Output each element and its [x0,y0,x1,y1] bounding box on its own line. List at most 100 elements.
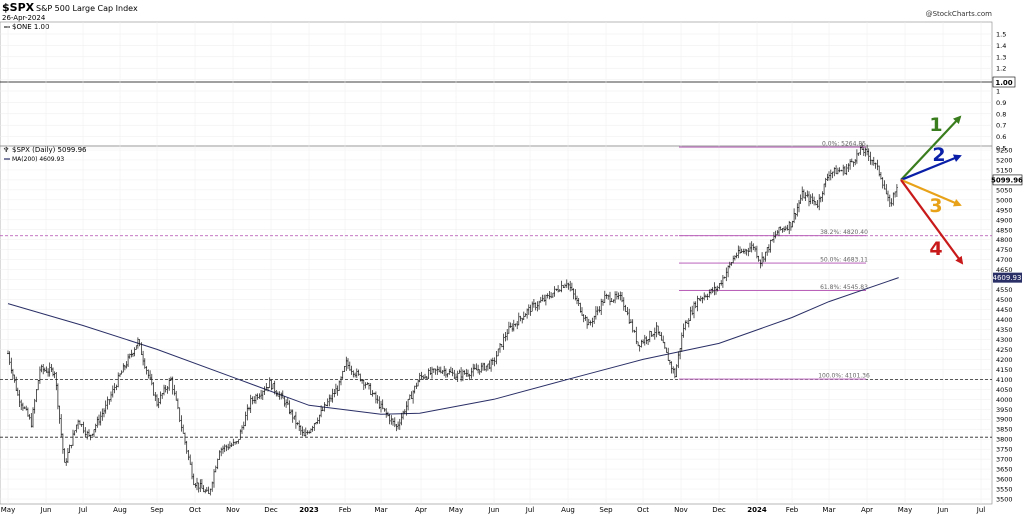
x-axis: May Jun Jul Aug Sep Oct Nov Dec 2023 Feb Mar Apr May… [1,506,986,514]
upper-tick-label: 0.5 [996,145,1006,153]
scenario-arrows: 1 2 3 4 [900,114,964,265]
chart-name: S&P 500 Large Cap Index [36,4,138,13]
y-tick-label: 5050 [996,186,1013,194]
y-tick-label: 4500 [996,296,1013,304]
y-tick-label: 4850 [996,226,1013,234]
y-tick-label: 4650 [996,266,1013,274]
y-tick-label: 4100 [996,376,1013,384]
x-tick-label: Oct [637,506,649,514]
x-tick-label: Sep [150,506,164,514]
y-tick-label: 4050 [996,386,1013,394]
y-tick-label: 4200 [996,356,1013,364]
y-tick-label: 4950 [996,206,1013,214]
x-tick-label: Mar [374,506,387,514]
y-tick-label: 5200 [996,156,1013,164]
y-tick-label: 4150 [996,366,1013,374]
y-tick-label: 3700 [996,456,1013,464]
upper-tick-label: 1.5 [996,31,1006,39]
x-tick-label: Jun [488,506,500,514]
x-tick-label: Apr [415,506,427,514]
fib-label: 0.0%: 5264.85 [822,141,866,148]
scenario-arrow [900,115,962,181]
x-tick-label: May [898,506,912,514]
y-tick-label: 3800 [996,436,1013,444]
ma200-line [7,277,899,415]
x-tick-label: Nov [226,506,240,514]
upper-tick-label: 1.2 [996,65,1006,73]
upper-tick-label: 0.9 [996,99,1006,107]
ma-badge-box [993,272,1022,283]
y-tick-label: 3900 [996,416,1013,424]
upper-tick-label: 0.6 [996,133,1006,141]
price-legend: $SPX (Daily) 5099.96 [12,146,87,154]
x-tick-label: 2024 [747,506,767,514]
fib-label: 50.0%: 4683.11 [820,257,868,264]
y-tick-label: 4750 [996,246,1013,254]
chart-date: 26-Apr-2024 [2,14,46,22]
fib-label: 100.0%: 4101.36 [818,373,870,380]
one-value-badge-box [992,76,1016,88]
scenario-arrow [900,179,964,265]
upper-panel-frame [0,21,993,147]
x-tick-label: Aug [561,506,575,514]
x-tick-label: Sep [599,506,613,514]
support-lines [0,235,992,438]
y-tick-label: 4450 [996,306,1013,314]
price-bars [7,143,898,496]
x-tick-label: Dec [712,506,726,514]
scenario-arrow [900,154,962,181]
y-tick-label: 3850 [996,426,1013,434]
y-tick-label: 4350 [996,326,1013,334]
y-tick-label: 4700 [996,256,1013,264]
x-tick-label: Jul [976,506,986,514]
x-tick-label: Nov [674,506,688,514]
x-tick-label: Jun [40,506,52,514]
x-tick-label: Mar [822,506,835,514]
y-tick-label: 4550 [996,286,1013,294]
one-value-badge: 1.00 [995,79,1012,87]
x-tick-label: Oct [189,506,201,514]
stockcharts-credit: @StockCharts.com [926,10,993,18]
price-badge: 5099.96 [991,176,1023,184]
y-tick-label: 4800 [996,236,1013,244]
scenario-label: 3 [929,195,942,217]
price-legend-icon: ♆ [3,146,9,154]
x-tick-label: Jun [937,506,949,514]
y-tick-label: 4000 [996,396,1013,404]
scenario-label: 1 [929,114,942,136]
ma-legend: MA(200) 4609.93 [12,156,64,163]
main-panel-frame [0,145,993,505]
y-tick-label: 3500 [996,496,1013,504]
main-grid [0,22,992,504]
scenario-label: 4 [929,238,942,260]
x-tick-label: Jul [78,506,88,514]
y-tick-label: 3950 [996,406,1013,414]
fibonacci-levels: 0.0%: 5264.85 38.2%: 4820.40 50.0%: 4683.1… [679,141,870,380]
y-tick-label: 5150 [996,166,1013,174]
upper-grid [0,33,992,149]
ma-badge: 4609.93 [993,274,1022,282]
y-tick-label: 5000 [996,196,1013,204]
chart-symbol: $SPX [2,1,35,14]
upper-tick-label: 0.8 [996,110,1006,118]
y-tick-label: 4400 [996,316,1013,324]
y-tick-label: 4250 [996,346,1013,354]
x-tick-label: Dec [264,506,278,514]
upper-tick-label: 0.7 [996,122,1006,130]
y-tick-label: 3650 [996,466,1013,474]
x-tick-label: 2023 [299,506,319,514]
fib-label: 38.2%: 4820.40 [820,229,868,236]
x-tick-label: Feb [339,506,352,514]
x-tick-label: Aug [113,506,127,514]
fib-label: 61.8%: 4545.83 [820,284,868,291]
y-tick-label: 3750 [996,446,1013,454]
x-tick-label: Jul [525,506,535,514]
scenario-arrow [900,178,962,207]
price-badge-box [992,174,1023,186]
y-tick-label: 3600 [996,476,1013,484]
y-tick-label: 4300 [996,336,1013,344]
y-tick-label: 3550 [996,486,1013,494]
x-tick-label: May [1,506,15,514]
upper-tick-label: 1.3 [996,53,1006,61]
